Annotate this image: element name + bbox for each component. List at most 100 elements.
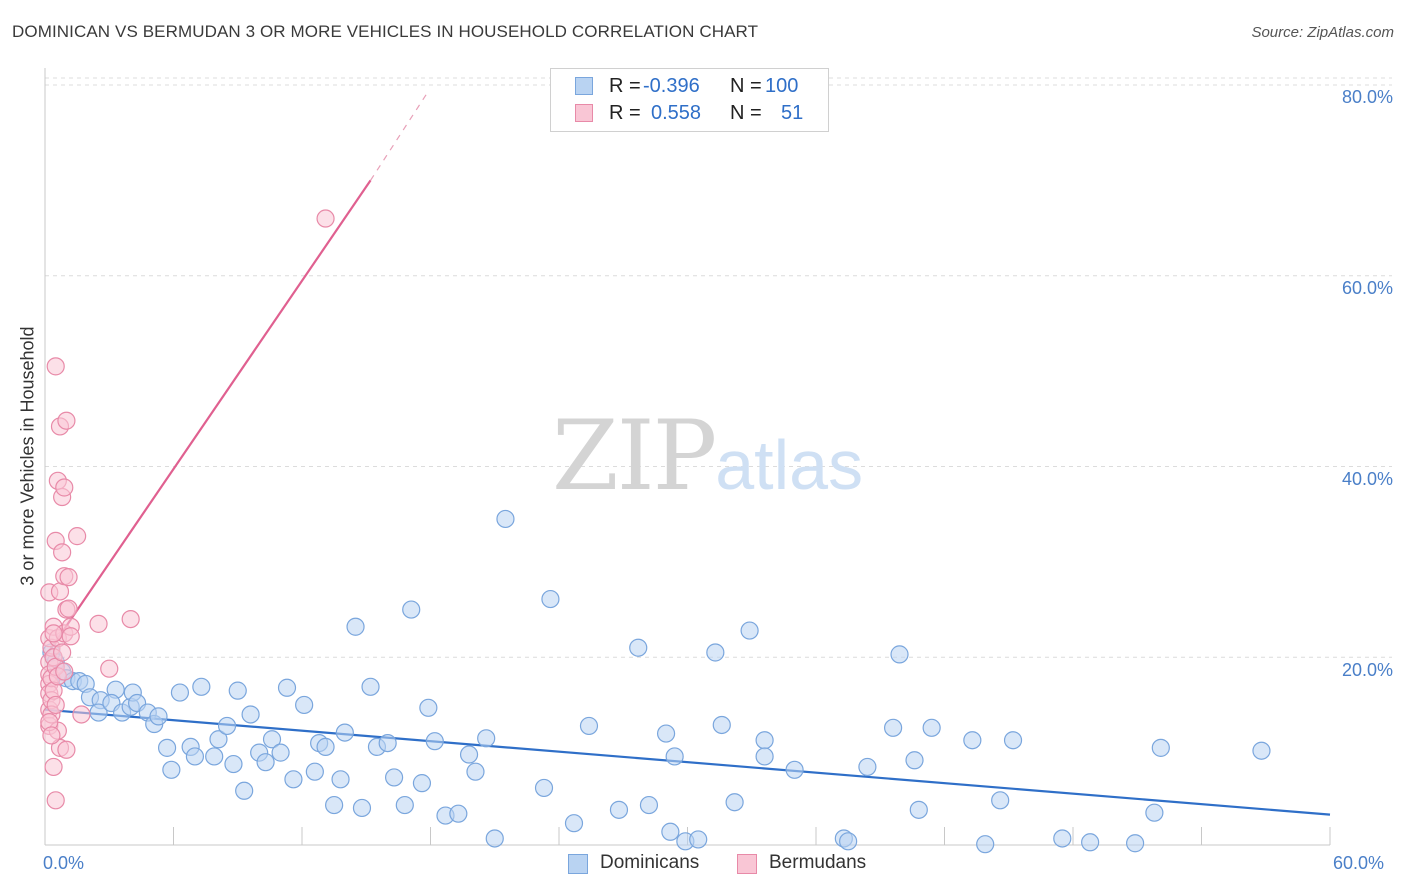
- dominican-point: [271, 743, 290, 762]
- y-tick-label: 80.0%: [1341, 87, 1393, 107]
- dominican-point: [361, 677, 380, 696]
- dominican-point: [331, 770, 350, 789]
- dominican-point: [170, 683, 190, 702]
- dominican-point: [541, 589, 560, 609]
- dominican-point: [661, 822, 680, 841]
- dominican-point: [224, 754, 243, 774]
- dominican-point: [755, 731, 774, 750]
- bermudan-point: [46, 357, 65, 376]
- bermudan-point: [57, 411, 76, 430]
- dominican-point: [689, 830, 708, 849]
- y-axis-label: 3 or more Vehicles in Household: [17, 326, 38, 586]
- bermudan-point: [68, 527, 87, 546]
- dominican-point: [395, 795, 414, 815]
- dominican-point: [725, 793, 744, 812]
- dominican-point: [1151, 738, 1170, 757]
- dominican-point: [449, 804, 468, 823]
- dominican-point: [277, 678, 297, 697]
- dominican-point: [241, 705, 260, 724]
- correlation-legend: R = -0.396 N = 100 R = 0.558 N = 51: [550, 68, 829, 132]
- dominican-point: [284, 770, 303, 789]
- dominican-point: [976, 835, 995, 854]
- dominican-point: [295, 695, 314, 715]
- dominican-point: [905, 751, 924, 770]
- dominican-point: [579, 716, 599, 736]
- dominican-point: [228, 681, 247, 700]
- dominican-point: [665, 747, 684, 766]
- dominican-point: [909, 800, 928, 819]
- legend-r-value: 0.558: [651, 102, 702, 124]
- dominican-point: [217, 716, 237, 736]
- dominican-point: [235, 781, 254, 800]
- dominican-point: [1053, 829, 1072, 848]
- bermudan-point: [44, 757, 63, 777]
- dominican-point: [209, 730, 228, 749]
- bermudan-point: [59, 599, 78, 618]
- dominican-point: [564, 814, 584, 833]
- watermark-zip: ZIP: [552, 400, 717, 512]
- legend-r-value: -0.396: [643, 75, 700, 97]
- dominican-point: [466, 762, 485, 781]
- dominican-point: [785, 760, 804, 779]
- dominican-point: [402, 600, 421, 619]
- watermark: ZIPatlas: [552, 400, 863, 512]
- bermudan-point: [316, 209, 335, 228]
- dominican-point: [755, 747, 774, 766]
- bermudan-point: [72, 705, 91, 724]
- bermudans-trend-line: [44, 179, 372, 658]
- legend-swatch-blue: [575, 77, 593, 95]
- dominican-point: [1003, 731, 1023, 750]
- y-tick-label: 60.0%: [1341, 278, 1393, 298]
- y-tick-label: 40.0%: [1341, 469, 1393, 489]
- dominican-point: [922, 718, 941, 737]
- source-label: Source: ZipAtlas.com: [1251, 24, 1394, 41]
- dominican-point: [1126, 834, 1145, 853]
- dominican-point: [890, 645, 909, 664]
- dominicans-points: [42, 509, 1271, 854]
- bermudan-point: [59, 568, 78, 587]
- legend-label-dominicans: Dominicans: [600, 852, 700, 873]
- dominican-point: [305, 762, 324, 781]
- bermudan-point: [57, 740, 76, 759]
- bermudan-point: [100, 659, 119, 678]
- dominican-point: [149, 707, 168, 726]
- watermark-atlas: atlas: [715, 426, 864, 504]
- dominican-point: [412, 774, 432, 793]
- dominican-point: [629, 638, 648, 657]
- dominican-point: [192, 677, 211, 696]
- legend-r-label: R =: [609, 102, 641, 124]
- bermudan-point: [53, 543, 72, 562]
- dominican-point: [384, 768, 404, 787]
- dominican-point: [477, 729, 496, 748]
- bermudan-point: [46, 695, 65, 715]
- bermudans-points: [40, 209, 335, 810]
- bermudan-point: [42, 726, 61, 745]
- dominican-point: [839, 832, 858, 851]
- legend-n-label: N =: [730, 75, 762, 97]
- dominican-point: [346, 617, 365, 636]
- dominicans-trend-line: [44, 708, 1331, 816]
- x-tick-label: 0.0%: [43, 853, 85, 873]
- dominican-point: [991, 791, 1010, 810]
- dominican-point: [706, 643, 725, 662]
- dominican-point: [185, 747, 205, 766]
- dominican-point: [157, 738, 177, 757]
- bermudan-point: [61, 627, 80, 646]
- dominican-point: [205, 747, 224, 766]
- dominican-point: [378, 733, 397, 753]
- dominican-point: [419, 698, 438, 717]
- bermudan-point: [121, 609, 140, 629]
- dominican-point: [858, 757, 877, 777]
- dominican-point: [534, 778, 554, 798]
- chart-title: DOMINICAN VS BERMUDAN 3 OR MORE VEHICLES…: [12, 22, 759, 41]
- dominican-point: [1145, 803, 1164, 822]
- dominican-point: [262, 730, 282, 749]
- dominican-point: [639, 795, 659, 815]
- legend-swatch-pink: [575, 104, 593, 122]
- dominican-point: [162, 760, 181, 779]
- legend-r-label: R =: [609, 75, 641, 97]
- dominican-point: [740, 621, 759, 640]
- dominican-point: [963, 731, 982, 750]
- dominican-point: [1252, 741, 1271, 760]
